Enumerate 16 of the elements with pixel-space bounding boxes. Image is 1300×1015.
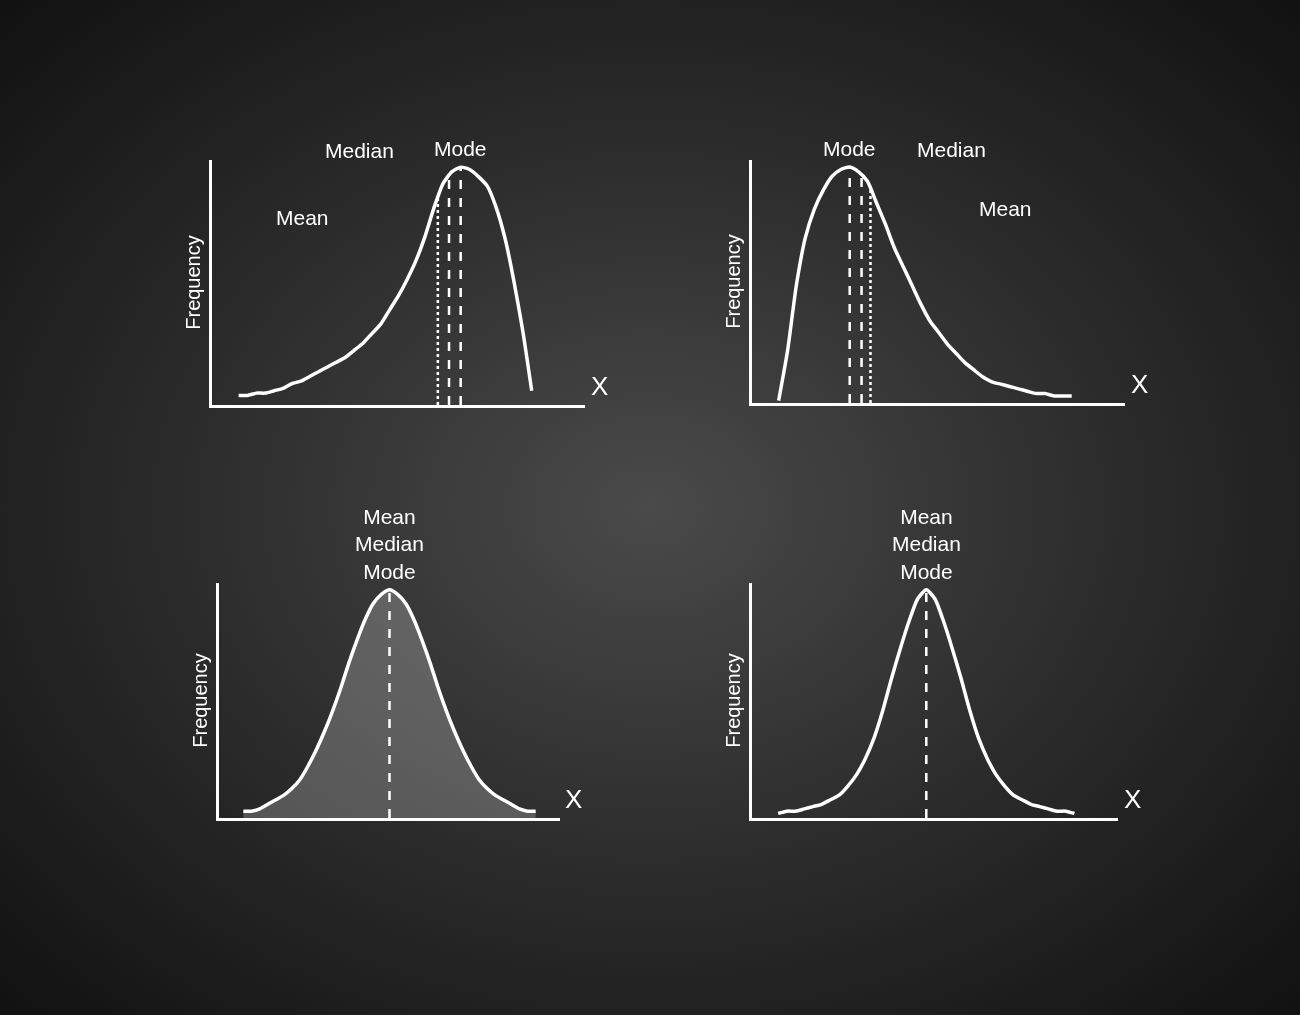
annotation: Mean — [276, 206, 329, 229]
text: Mean Median Mode — [355, 505, 424, 583]
y-axis-title: Frequency — [188, 653, 211, 748]
annotation: Mean — [979, 197, 1032, 220]
x-axis-title: X — [1131, 369, 1149, 399]
text: Median — [325, 139, 394, 162]
text: Mode — [823, 137, 876, 160]
y-axis-title: Frequency — [721, 234, 744, 329]
x-axis-title: X — [565, 784, 583, 814]
text: Mode — [434, 137, 487, 160]
x-axis-title: X — [591, 371, 609, 401]
x-axis-title: X — [1124, 784, 1142, 814]
y-axis-title: Frequency — [181, 235, 204, 330]
y-axis-title: Frequency — [721, 653, 744, 748]
text: Mean Median Mode — [892, 505, 961, 583]
text: Median — [917, 138, 986, 161]
